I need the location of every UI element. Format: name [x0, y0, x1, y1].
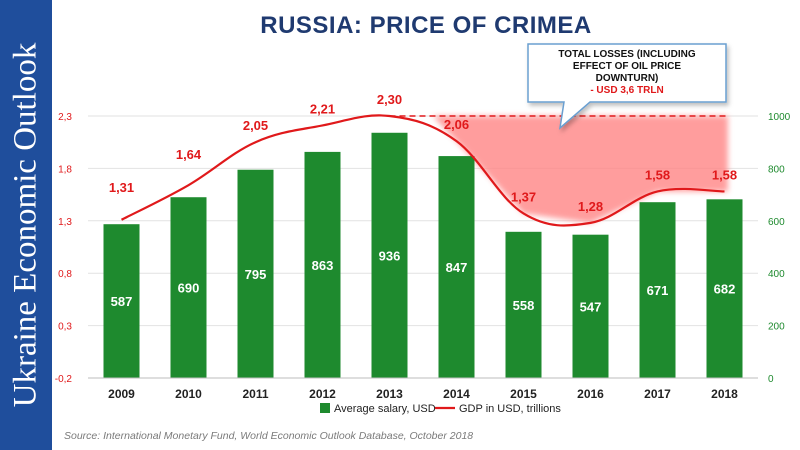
x-axis-category-label: 2015: [510, 387, 537, 401]
right-axis-tick-label: 1000: [768, 112, 791, 123]
left-axis-tick-label: 0,8: [58, 269, 72, 280]
salary-bar: [505, 231, 542, 378]
left-axis-tick-label: 2,3: [58, 112, 72, 123]
salary-bar-label: 671: [647, 283, 669, 298]
salary-bar-label: 587: [111, 294, 133, 309]
gdp-data-label: 2,30: [377, 92, 402, 107]
left-axis-tick-label: -0,2: [55, 374, 73, 385]
x-axis-category-label: 2017: [644, 387, 671, 401]
gdp-data-label: 1,58: [712, 167, 737, 182]
gdp-data-label: 1,58: [645, 167, 670, 182]
salary-bar: [304, 151, 341, 378]
x-axis-category-label: 2012: [309, 387, 336, 401]
gdp-data-label: 2,05: [243, 118, 268, 133]
left-axis-tick-label: 0,3: [58, 322, 72, 333]
legend-label-salary: Average salary, USD: [334, 403, 436, 415]
source-note: Source: International Monetary Fund, Wor…: [64, 430, 474, 442]
left-axis-tick-label: 1,8: [58, 164, 72, 175]
gdp-line: [120, 114, 725, 227]
annotation-line3: DOWNTURN): [596, 73, 659, 84]
right-axis-tick-label: 0: [768, 374, 774, 385]
salary-bar: [572, 234, 609, 378]
gdp-data-label: 2,06: [444, 117, 469, 132]
annotation-line4: - USD 3,6 TRLN: [590, 85, 663, 96]
chart-title: RUSSIA: PRICE OF CRIMEA: [260, 12, 592, 39]
salary-bar-label: 547: [580, 299, 602, 314]
salary-bar: [237, 169, 274, 378]
salary-bar-label: 795: [245, 267, 267, 282]
salary-bar-label: 682: [714, 282, 736, 297]
gdp-data-label: 1,31: [109, 180, 134, 195]
left-axis-tick-label: 1,3: [58, 217, 72, 228]
right-axis-tick-label: 200: [768, 322, 785, 333]
legend-swatch-salary: [320, 403, 330, 413]
annotation-line2: EFFECT OF OIL PRICE: [573, 61, 681, 72]
salary-bar: [706, 199, 743, 378]
x-axis-category-label: 2010: [175, 387, 202, 401]
salary-bar-label: 558: [513, 298, 535, 313]
x-axis-category-label: 2014: [443, 387, 470, 401]
sidebar-banner: Ukraine Economic Outlook: [0, 0, 52, 450]
x-axis-category-label: 2018: [711, 387, 738, 401]
right-axis-tick-label: 400: [768, 269, 785, 280]
annotation-line1: TOTAL LOSSES (INCLUDING: [558, 49, 695, 60]
x-axis-category-label: 2011: [242, 387, 268, 401]
salary-bar-label: 936: [379, 248, 401, 263]
right-axis-tick-label: 600: [768, 217, 785, 228]
salary-bar-label: 863: [312, 258, 334, 273]
salary-bar: [639, 202, 676, 378]
gdp-data-label: 1,64: [176, 147, 202, 162]
salary-bar-label: 847: [446, 260, 468, 275]
salary-bar: [438, 156, 475, 378]
annotation-callout: [527, 43, 727, 130]
right-axis-tick-label: 800: [768, 164, 785, 175]
loss-area: [433, 116, 728, 223]
legend-label-gdp: GDP in USD, trillions: [459, 403, 561, 415]
salary-bar: [170, 197, 207, 378]
x-axis-category-label: 2009: [108, 387, 135, 401]
x-axis-category-label: 2013: [376, 387, 403, 401]
salary-bar: [371, 132, 408, 378]
gdp-data-label: 2,21: [310, 101, 335, 116]
x-axis-category-label: 2016: [577, 387, 604, 401]
salary-bar-label: 690: [178, 281, 200, 296]
salary-bar: [103, 224, 140, 378]
gdp-data-label: 1,28: [578, 199, 603, 214]
gdp-data-label: 1,37: [511, 189, 536, 204]
